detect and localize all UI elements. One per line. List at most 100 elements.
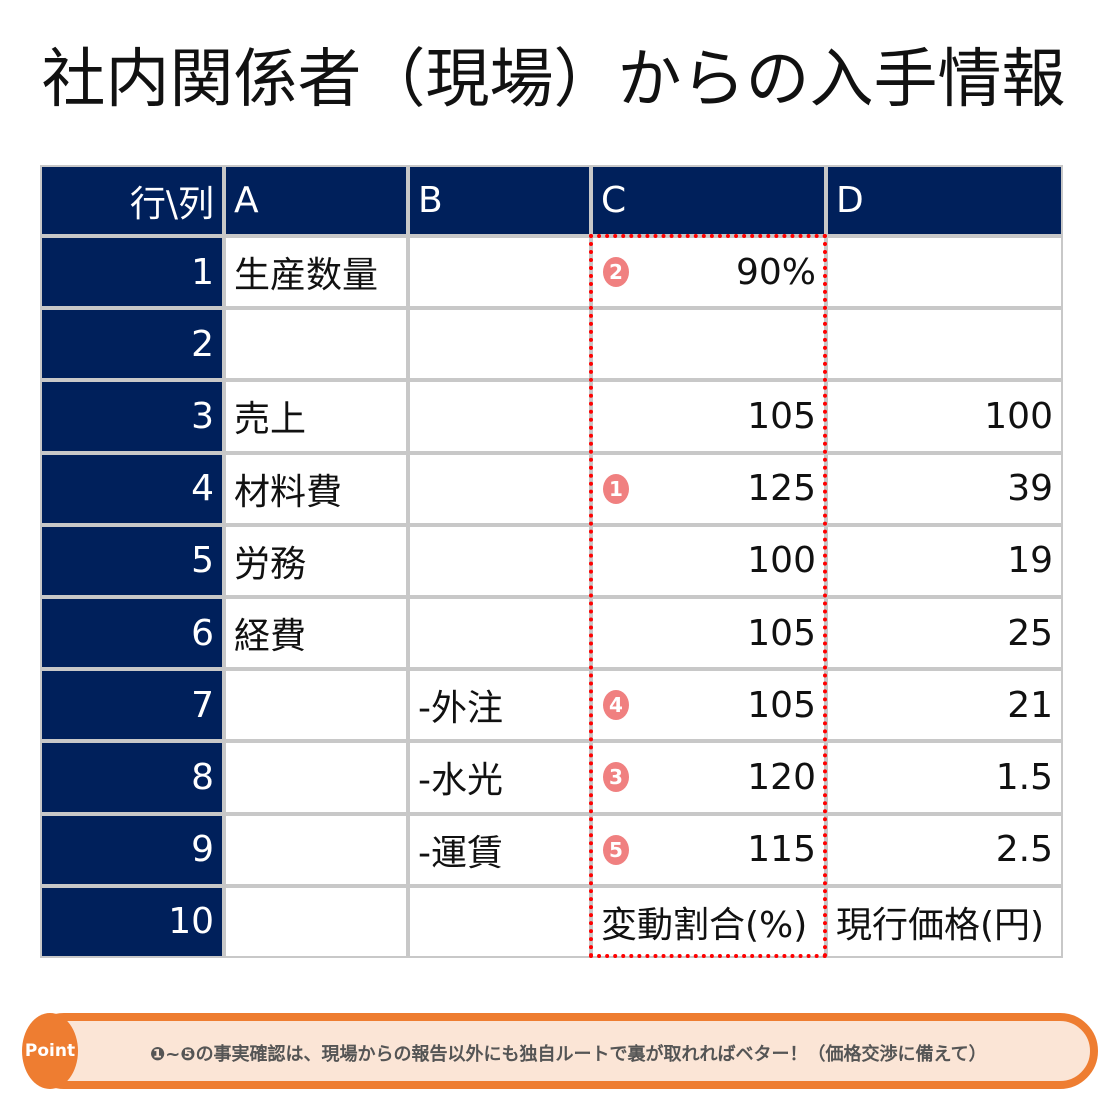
cell-a: 生産数量 <box>224 236 408 309</box>
cell-text: 経費 <box>234 616 307 658</box>
cell-c: 125 1 <box>591 452 826 525</box>
cell-d: 19 <box>826 524 1063 597</box>
cell-a <box>224 813 408 886</box>
cell-a: 売上 <box>224 380 408 453</box>
row-number: 10 <box>40 885 224 958</box>
cell-b <box>408 524 591 597</box>
cell-text: 6 <box>191 612 214 654</box>
cell-text: 変動割合(%) <box>601 904 808 946</box>
cell-b: -水光 <box>408 741 591 814</box>
cell-d: 1.5 <box>826 741 1063 814</box>
cell-text: 1 <box>191 251 214 293</box>
cell-text: 100 <box>984 395 1053 437</box>
cell-text: 材料費 <box>234 471 343 513</box>
cell-text: A <box>234 180 259 221</box>
number-marker-icon: 3 <box>603 762 629 793</box>
cell-c: 100 <box>591 524 826 597</box>
point-box <box>26 1013 1098 1089</box>
cell-text: 100 <box>747 540 816 582</box>
cell-text: -運賃 <box>418 832 503 874</box>
number-marker-icon: 4 <box>603 690 629 721</box>
point-badge: Point <box>22 1013 78 1089</box>
number-marker-icon: 1 <box>603 473 629 504</box>
cell-d <box>826 236 1063 309</box>
cell-a <box>224 741 408 814</box>
row-number: 5 <box>40 524 224 597</box>
cell-text: B <box>418 180 443 221</box>
cell-text: 2 <box>191 323 214 365</box>
cell-d: 25 <box>826 596 1063 670</box>
cell-text: C <box>601 180 627 221</box>
cell-text: 行\列 <box>129 183 214 225</box>
cell-text: 7 <box>191 684 214 726</box>
cell-a: 労務 <box>224 524 408 597</box>
cell-d: 現行価格(円) <box>826 885 1063 958</box>
cell-a <box>224 669 408 742</box>
cell-a <box>224 308 408 381</box>
cell-text: 105 <box>747 612 816 654</box>
cell-d <box>826 308 1063 381</box>
cell-text: 25 <box>1007 612 1053 654</box>
cell-text: -外注 <box>418 688 503 730</box>
cell-text: 10 <box>168 901 214 943</box>
cell-text: 105 <box>747 684 816 726</box>
column-header: A <box>224 165 408 236</box>
cell-b <box>408 236 591 309</box>
cell-d: 39 <box>826 452 1063 525</box>
cell-d: 2.5 <box>826 813 1063 886</box>
cell-c: 120 3 <box>591 741 826 814</box>
page-title: 社内関係者（現場）からの入手情報 <box>41 43 1066 117</box>
cell-text: 105 <box>747 395 816 437</box>
row-number: 1 <box>40 236 224 309</box>
cell-d: 21 <box>826 669 1063 742</box>
row-number: 4 <box>40 452 224 525</box>
cell-text: 1.5 <box>995 756 1053 798</box>
cell-b <box>408 596 591 670</box>
cell-a <box>224 885 408 958</box>
row-number: 7 <box>40 669 224 742</box>
cell-text: 売上 <box>234 399 307 441</box>
cell-text: 125 <box>747 468 816 510</box>
number-marker-icon: 5 <box>603 834 629 865</box>
row-number: 2 <box>40 308 224 381</box>
column-header: D <box>826 165 1063 236</box>
cell-text: 120 <box>747 756 816 798</box>
row-number: 3 <box>40 380 224 453</box>
cell-c: 変動割合(%) <box>591 885 826 958</box>
cell-text: 5 <box>191 540 214 582</box>
cell-c: 105 4 <box>591 669 826 742</box>
cell-b: -外注 <box>408 669 591 742</box>
cell-text: 4 <box>191 468 214 510</box>
cell-c: 105 <box>591 380 826 453</box>
cell-a: 材料費 <box>224 452 408 525</box>
cell-text: 8 <box>191 756 214 798</box>
cell-b <box>408 380 591 453</box>
cell-c: 105 <box>591 596 826 670</box>
row-number: 8 <box>40 741 224 814</box>
cell-b <box>408 308 591 381</box>
row-number: 9 <box>40 813 224 886</box>
cell-text: 9 <box>191 829 214 871</box>
row-number: 6 <box>40 596 224 670</box>
cell-text: 労務 <box>234 543 307 585</box>
cell-b <box>408 452 591 525</box>
column-header: C <box>591 165 826 236</box>
cell-text: 90% <box>735 251 816 293</box>
cell-c: 115 5 <box>591 813 826 886</box>
cell-c: 90% 2 <box>591 236 826 309</box>
column-header: 行\列 <box>40 165 224 236</box>
column-header: B <box>408 165 591 236</box>
cell-text: 21 <box>1007 684 1053 726</box>
cell-text: 39 <box>1007 468 1053 510</box>
cell-text: -水光 <box>418 760 503 802</box>
number-marker-icon: 2 <box>603 257 629 288</box>
cell-text: 115 <box>747 829 816 871</box>
cell-text: 3 <box>191 395 214 437</box>
cell-text: 19 <box>1007 540 1053 582</box>
cell-text: 現行価格(円) <box>836 904 1045 946</box>
cell-text: D <box>836 180 864 221</box>
cell-d: 100 <box>826 380 1063 453</box>
cell-c <box>591 308 826 381</box>
cell-text: 2.5 <box>995 829 1053 871</box>
cell-a: 経費 <box>224 596 408 670</box>
